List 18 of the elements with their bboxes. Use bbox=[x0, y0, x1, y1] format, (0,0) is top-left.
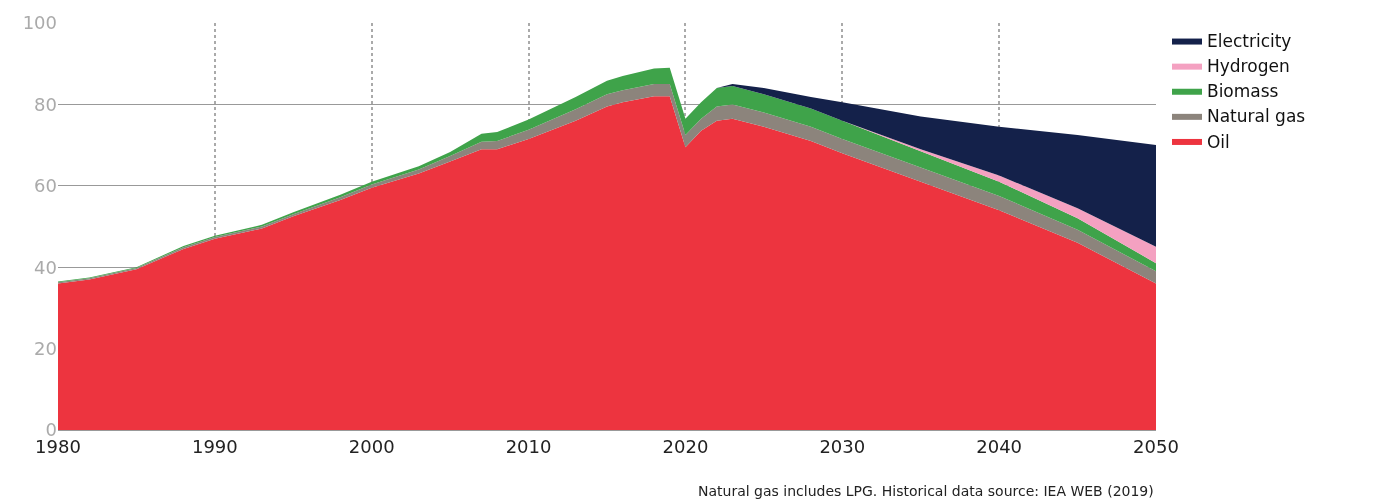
y-tick-label: 20 bbox=[34, 337, 57, 359]
y-tick-label: 60 bbox=[34, 175, 57, 197]
x-tick-label: 2010 bbox=[505, 435, 552, 457]
x-tick-label: 2000 bbox=[348, 435, 395, 457]
legend-label: Biomass bbox=[1206, 81, 1279, 102]
y-tick-label: 100 bbox=[22, 12, 57, 34]
legend-label: Electricity bbox=[1206, 31, 1292, 52]
y-tick-label: 80 bbox=[34, 93, 57, 115]
x-tick-label: 1990 bbox=[191, 435, 238, 457]
legend-label: Natural gas bbox=[1206, 106, 1306, 127]
x-tick-label: 2040 bbox=[976, 435, 1023, 457]
text: Natural gas includes LPG. Historical data source: IEA WEB (2019) bbox=[698, 483, 1154, 499]
legend-label: Oil bbox=[1206, 131, 1230, 152]
x-tick-label: 2030 bbox=[819, 435, 866, 457]
x-tick-label: 2020 bbox=[662, 435, 709, 457]
y-tick-label: 40 bbox=[34, 256, 57, 278]
x-tick-label: 2050 bbox=[1133, 435, 1179, 457]
legend-label: Hydrogen bbox=[1206, 56, 1290, 77]
